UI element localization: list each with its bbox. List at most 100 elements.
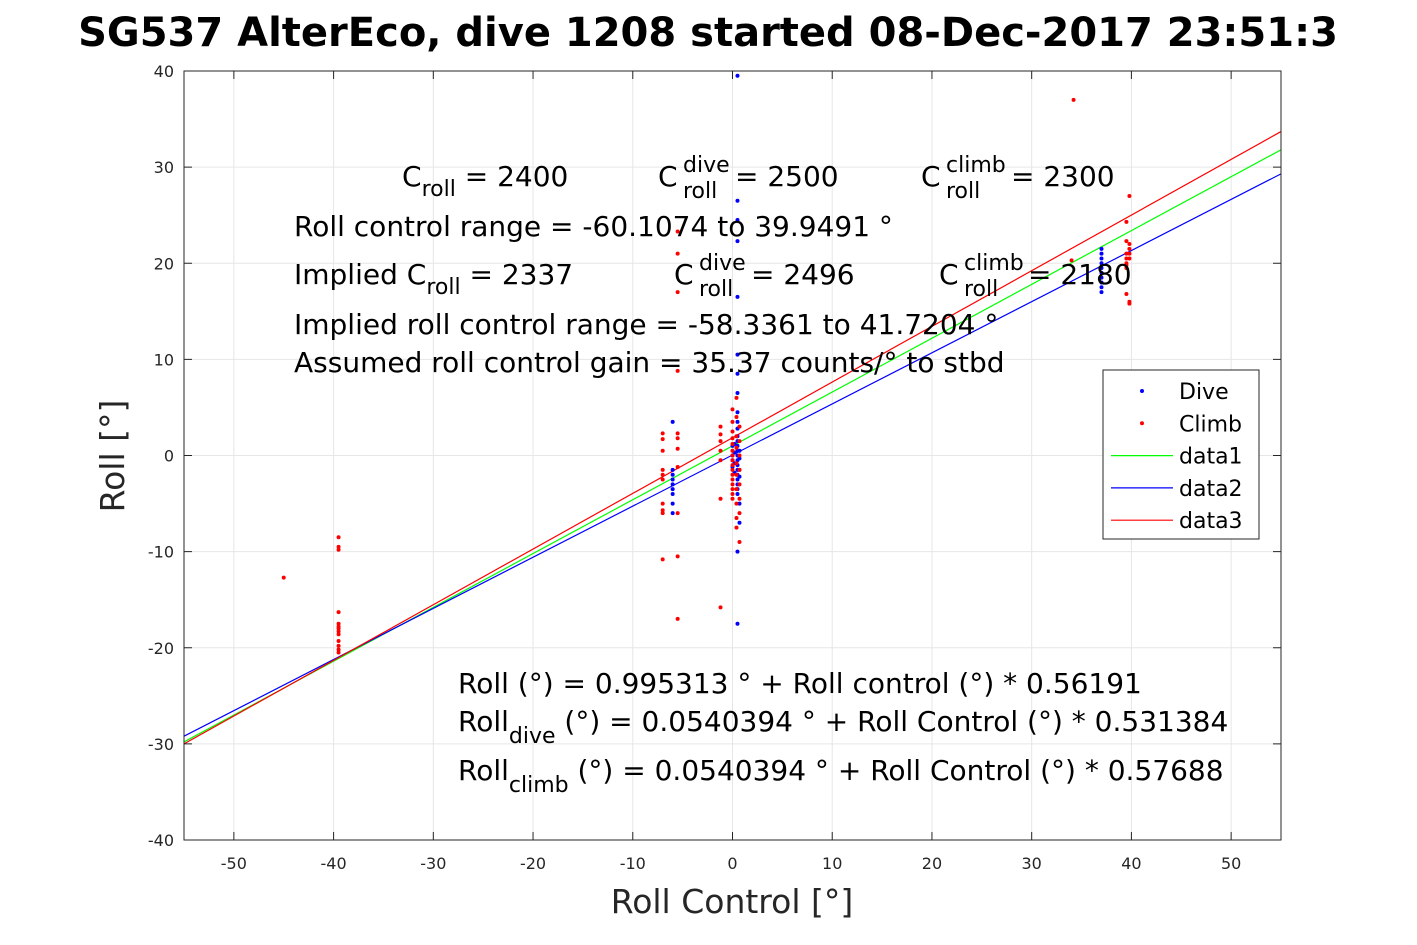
climb-point: [1127, 246, 1132, 251]
annotation-c-dive: C: [658, 160, 678, 193]
climb-point: [675, 251, 680, 256]
dive-point: [735, 294, 740, 299]
climb-point: [718, 496, 723, 501]
climb-point: [737, 540, 742, 545]
y-tick-label: 0: [164, 447, 174, 466]
dive-point: [737, 448, 742, 453]
climb-point: [675, 465, 680, 470]
annotation-implied-range: Implied roll control range = -58.3361 to…: [294, 308, 998, 341]
dive-point: [737, 474, 742, 479]
y-axis-label: Roll [°]: [93, 400, 132, 513]
climb-point: [675, 511, 680, 516]
climb-point: [1127, 301, 1132, 306]
dive-point: [1099, 261, 1104, 266]
x-tick-label: 30: [1022, 854, 1042, 873]
climb-point: [660, 501, 665, 506]
climb-point: [1124, 239, 1129, 244]
climb-point: [1124, 251, 1129, 256]
x-tick-label: -30: [420, 854, 446, 873]
dive-point: [1099, 256, 1104, 261]
climb-point: [734, 461, 739, 466]
climb-point: [675, 554, 680, 559]
climb-point: [718, 448, 723, 453]
annotation-gain: Assumed roll control gain = 35.37 counts…: [294, 346, 1005, 379]
dive-point: [735, 391, 740, 396]
dive-point: [670, 501, 675, 506]
climb-point: [1127, 242, 1132, 247]
climb-point: [718, 432, 723, 437]
climb-point: [660, 477, 665, 482]
x-tick-label: -40: [321, 854, 347, 873]
x-tick-label: -10: [620, 854, 646, 873]
dive-point: [1099, 266, 1104, 271]
annotation-fit-dive: Rolldive (°) = 0.0540394 ° + Roll Contro…: [458, 705, 1228, 749]
legend-label-Climb: Climb: [1179, 412, 1242, 437]
climb-point: [1127, 251, 1132, 256]
climb-point: [730, 441, 735, 446]
climb-point: [737, 482, 742, 487]
dive-point: [670, 511, 675, 516]
axis-ticks: -50 -40 -30 -20 -10 0 10 20 30 40 50 -40 -30 -20 -10 0 1…: [148, 62, 1281, 873]
climb-point: [730, 487, 735, 492]
climb-point: [730, 496, 735, 501]
climb-point: [660, 511, 665, 516]
climb-point: [675, 431, 680, 436]
climb-point: [734, 445, 739, 450]
climb-point: [675, 436, 680, 441]
climb-point: [1124, 256, 1129, 261]
annotation-implied-climb-val: = 2180: [1028, 258, 1132, 291]
climb-point: [730, 477, 735, 482]
x-tick-label: 40: [1121, 854, 1141, 873]
legend-box: [1102, 369, 1260, 540]
dive-point: [670, 482, 675, 487]
climb-point: [336, 547, 341, 552]
x-axis-label: Roll Control [°]: [611, 882, 854, 921]
annotation-fit-all: Roll (°) = 0.995313 ° + Roll control (°)…: [458, 667, 1142, 700]
annotation-c-climb-sup: climb: [946, 153, 1006, 178]
climb-point: [1124, 263, 1129, 268]
dive-point: [1099, 290, 1104, 295]
legend-label-Dive: Dive: [1179, 380, 1229, 405]
dive-point: [670, 419, 675, 424]
annotation-implied-dive: C: [674, 258, 694, 291]
dive-point: [735, 217, 740, 222]
climb-point: [730, 436, 735, 441]
dive-point: [735, 371, 740, 376]
climb-point: [336, 621, 341, 626]
climb-point: [730, 448, 735, 453]
climb-point: [734, 472, 739, 477]
y-tick-label: -40: [148, 831, 174, 850]
dive-point: [670, 487, 675, 492]
chart-title: SG537 AlterEco, dive 1208 started 08-Dec…: [78, 10, 1338, 56]
climb-point: [737, 439, 742, 444]
climb-point: [730, 472, 735, 477]
legend-marker-Climb: [1140, 421, 1144, 426]
climb-point: [660, 437, 665, 442]
climb-point: [336, 632, 341, 637]
climb-point: [730, 467, 735, 472]
annotation-implied-climb-sup: climb: [964, 251, 1024, 276]
y-tick-label: -20: [148, 639, 174, 658]
annotation-implied-climb: C: [939, 258, 959, 291]
climb-point: [336, 639, 341, 644]
climb-point: [718, 605, 723, 610]
data-points: [281, 73, 1132, 655]
climb-point: [734, 434, 739, 439]
climb-point: [734, 415, 739, 420]
climb-point: [660, 557, 665, 562]
annotation-fit-climb: Rollclimb (°) = 0.0540394 ° + Roll Contr…: [458, 754, 1224, 798]
y-tick-label: 40: [154, 62, 174, 81]
legend-label-data1: data1: [1179, 445, 1243, 470]
dive-point: [735, 239, 740, 244]
climb-point: [737, 496, 742, 501]
climb-point: [730, 491, 735, 496]
y-tick-label: 10: [154, 350, 174, 369]
dive-point: [1099, 251, 1104, 256]
dive-point: [1099, 275, 1104, 280]
climb-point: [730, 458, 735, 463]
x-tick-label: 20: [922, 854, 942, 873]
climb-point: [1127, 256, 1132, 261]
y-tick-label: 20: [154, 254, 174, 273]
dive-point: [737, 520, 742, 525]
annotation-c-dive-val: = 2500: [735, 160, 839, 193]
